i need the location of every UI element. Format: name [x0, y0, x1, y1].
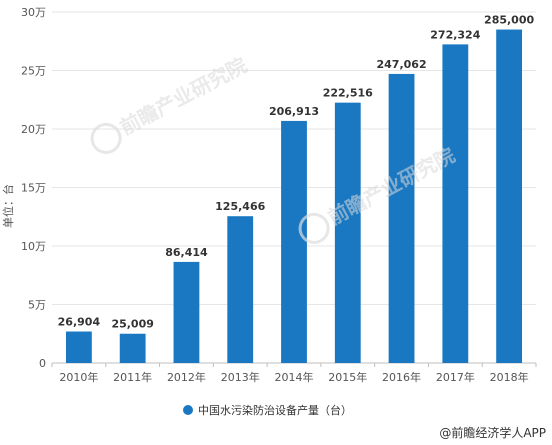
y-tick-label: 25万 — [21, 65, 46, 78]
bar — [442, 44, 469, 363]
data-label: 285,000 — [484, 14, 534, 27]
bar — [334, 102, 361, 363]
y-tick-label: 30万 — [21, 6, 46, 19]
x-tick-label: 2018年 — [490, 370, 529, 384]
y-tick-label: 20万 — [21, 123, 46, 136]
source-credit: @前瞻经济学人APP — [439, 425, 546, 440]
watermark-text: 前瞻产业研究院 — [116, 53, 251, 140]
x-tick-label: 2016年 — [382, 370, 421, 384]
data-label: 25,009 — [111, 318, 153, 331]
bar — [227, 216, 254, 363]
data-labels: 26,904 25,009 86,414 125,466 206,913 222,516 2… — [58, 14, 535, 331]
x-tick-label: 2012年 — [167, 370, 206, 384]
x-tick-label: 2017年 — [436, 370, 475, 384]
y-axis-label: 单位：台 — [1, 184, 15, 228]
x-tick-label: 2011年 — [113, 370, 152, 384]
x-tick-label: 2015年 — [328, 370, 367, 384]
y-tick-label: 15万 — [21, 182, 46, 195]
bars — [65, 29, 523, 364]
legend-marker — [183, 405, 193, 415]
data-label: 26,904 — [58, 316, 101, 329]
x-axis-ticks: 2010年 2011年 2012年 2013年 2014年 2015年 2016年 2017年… — [51, 363, 537, 384]
bar — [388, 73, 415, 363]
y-tick-label: 0 — [39, 357, 46, 370]
bar — [173, 261, 200, 363]
legend-label: 中国水污染防治设备产量（台） — [198, 403, 352, 417]
data-label: 247,062 — [377, 58, 427, 71]
x-tick-label: 2014年 — [275, 370, 314, 384]
data-label: 272,324 — [430, 28, 480, 41]
bar — [281, 120, 307, 363]
x-tick-label: 2013年 — [221, 370, 260, 384]
bar — [496, 29, 523, 364]
bar — [65, 331, 92, 363]
data-label: 206,913 — [269, 105, 319, 118]
y-tick-label: 5万 — [28, 299, 46, 312]
data-label: 222,516 — [323, 87, 373, 100]
y-tick-label: 10万 — [21, 240, 46, 253]
data-label: 86,414 — [165, 246, 208, 259]
x-tick-label: 2010年 — [59, 370, 98, 384]
y-axis-ticks: 0 5万 10万 15万 20万 25万 30万 — [21, 6, 46, 370]
data-label: 125,466 — [215, 200, 265, 213]
bar — [119, 333, 146, 363]
legend: 中国水污染防治设备产量（台） — [183, 403, 352, 417]
